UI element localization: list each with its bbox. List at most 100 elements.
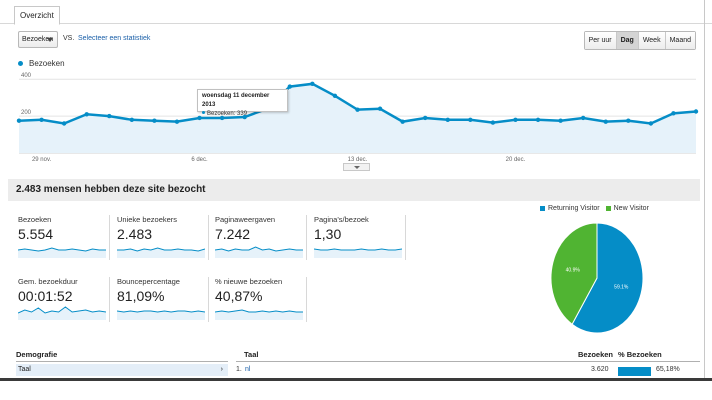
data-point[interactable] [174,119,180,124]
period-week-button[interactable]: Week [637,32,665,49]
period-dag-button[interactable]: Dag [615,32,638,49]
data-point[interactable] [84,112,89,117]
legend-label: Bezoeken [29,59,65,68]
data-point[interactable] [513,117,518,122]
period-selector: Per uur Dag Week Maand [583,31,696,50]
metric-label: Bouncepercentage [117,277,180,286]
pie-legend-item-new[interactable]: New Visitor [605,205,649,212]
metric-card[interactable]: % nieuwe bezoeken 40,87% [215,277,307,322]
sparkline [314,248,402,258]
sparkline-fill [215,310,303,320]
sparkline-line [314,248,402,251]
data-point[interactable] [107,113,112,119]
x-tick-label: 6 dec. [191,157,208,163]
bottom-table-area: Demografie Taal › Taal Bezoeken % Bezoek… [8,350,700,380]
metric-card[interactable]: Bezoeken 5.554 [18,215,110,260]
metric-value: 2.483 [117,226,153,242]
pie-slice-label: 59.1% [614,285,629,291]
data-point[interactable] [152,118,157,123]
metric-card[interactable]: Paginaweergaven 7.242 [215,215,307,260]
x-tick-label: 13 dec. [348,157,368,163]
window-edge [0,378,712,381]
tooltip-date: woensdag 11 december 2013 [202,93,270,108]
metric-label: Unieke bezoekers [117,215,178,224]
data-point[interactable] [468,117,473,122]
data-point[interactable] [219,115,225,121]
metric-select-value: Bezoeken [22,36,54,43]
tooltip-dot-icon [202,111,205,114]
data-point[interactable] [377,106,383,111]
metric-card[interactable]: Unieke bezoekers 2.483 [117,215,209,260]
data-point[interactable] [603,119,608,124]
demografie-header: Demografie [16,350,58,359]
sparkline-line [117,247,205,252]
swatch-icon [540,206,545,211]
data-point[interactable] [355,107,360,112]
metric-value: 1,30 [314,226,342,242]
summary-title: 2.483 mensen hebben deze site bezocht [16,184,206,195]
row-pct: 65,18% [656,366,680,373]
data-point[interactable] [490,120,496,125]
data-point[interactable] [39,117,44,122]
metric-value: 40,87% [215,288,263,304]
sparkline-fill [314,249,402,258]
data-point[interactable] [310,81,315,87]
data-point[interactable] [61,121,67,126]
metric-value: 7.242 [215,226,251,242]
data-point[interactable] [197,115,202,121]
x-tick-label: 20 dec. [506,157,526,163]
y-tick-label: 400 [21,73,32,79]
pie-slice[interactable] [571,222,644,334]
sparkline [215,246,303,258]
bezoeken-column-header: Bezoeken [578,350,614,359]
data-point[interactable] [558,118,563,123]
metric-card[interactable]: Gem. bezoekduur 00:01:52 [18,277,110,322]
row-rank: 1. [236,366,242,373]
data-point[interactable] [242,114,247,120]
pie-slice-label: 40.9% [566,267,581,273]
pie-legend-label: New Visitor [613,205,649,212]
metric-card[interactable]: Bouncepercentage 81,09% [117,277,209,322]
row-visits: 3.620 [591,366,609,373]
sparkline-line [117,310,205,313]
tab-overzicht[interactable]: Overzicht [14,6,60,25]
compare-metric-link[interactable]: Selecteer een statistiek [78,35,151,42]
data-point[interactable] [535,117,541,122]
metric-card[interactable]: Pagina's/bezoek 1,30 [314,215,406,260]
chart-collapse-handle[interactable] [343,163,370,171]
data-point[interactable] [332,93,338,99]
data-point[interactable] [580,115,586,121]
row-language-link[interactable]: nl [245,366,251,373]
data-point[interactable] [287,84,292,89]
swatch-icon [605,206,611,211]
data-point[interactable] [445,117,450,122]
sparkline-fill [18,248,106,258]
data-point[interactable] [648,121,654,126]
chart-controls: Bezoeken VS. Selecteer een statistiek Pe… [18,31,696,51]
pie-legend-item-returning[interactable]: Returning Visitor [540,205,600,212]
data-point[interactable] [423,115,428,121]
metric-label: Paginaweergaven [215,215,276,224]
sparkline [117,247,205,258]
data-point[interactable] [129,117,135,122]
metric-select[interactable]: Bezoeken [18,31,58,48]
metric-value: 00:01:52 [18,288,73,304]
data-point[interactable] [16,118,22,123]
metric-label: Bezoeken [18,215,52,224]
visitor-type-pie-chart[interactable]: 59.1% 40.9% [549,220,649,336]
data-point[interactable] [626,118,631,123]
visits-line-chart[interactable]: 400 200 29 nov. 6 dec. 13 dec. 20 dec. [0,70,712,166]
sparkline [18,247,106,258]
pie-legend-label: Returning Visitor [548,205,600,212]
period-per-uur-button[interactable]: Per uur [584,32,616,49]
vs-label: VS. [63,35,75,42]
chevron-right-icon: › [220,366,223,373]
data-point[interactable] [400,119,405,124]
period-maand-button[interactable]: Maand [664,32,695,49]
data-point[interactable] [693,109,699,114]
data-point[interactable] [671,111,676,116]
sidebar-item-taal[interactable]: Taal › [16,364,228,376]
metric-value: 5.554 [18,226,54,242]
metric-value: 81,09% [117,288,165,304]
pie-slice[interactable] [550,222,598,326]
